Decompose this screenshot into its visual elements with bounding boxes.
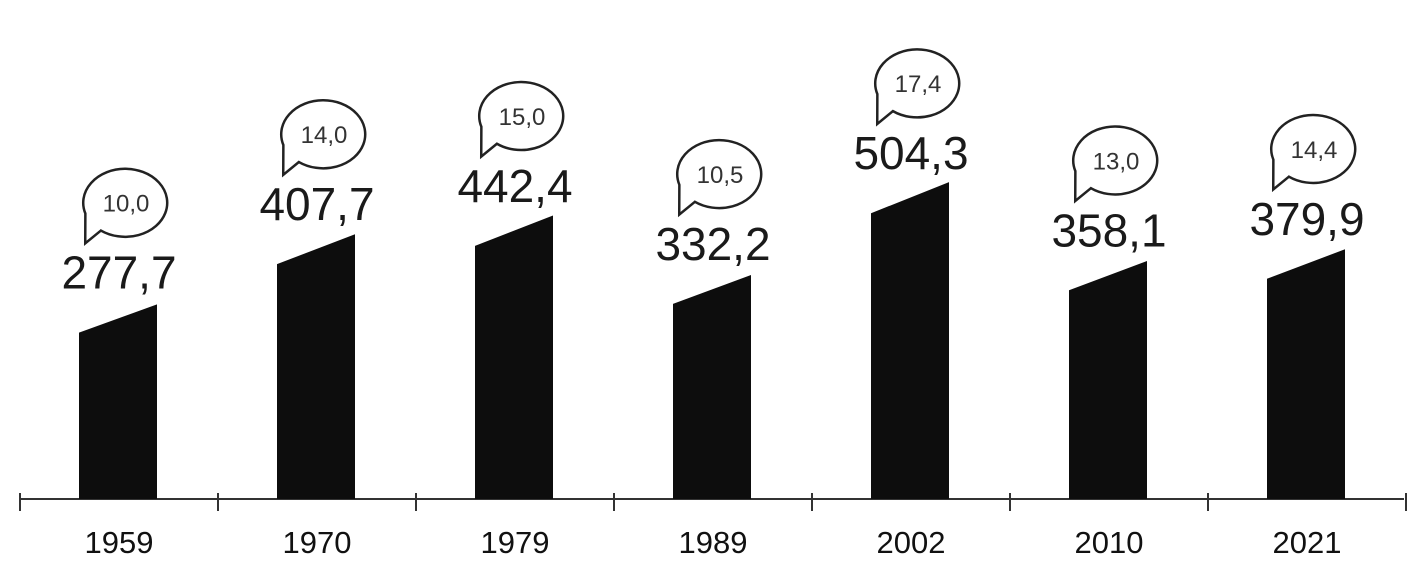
speech-bubble: 17,4 <box>874 48 961 127</box>
bar <box>1267 249 1345 499</box>
speech-bubble: 13,0 <box>1072 125 1159 204</box>
speech-bubble: 15,0 <box>478 80 565 160</box>
x-tick-label: 1989 <box>679 525 748 560</box>
speech-bubbles: 10,0 14,0 15,0 10,5 17,4 13,0 14,4 <box>82 48 1357 246</box>
speech-bubble: 10,5 <box>676 138 763 218</box>
speech-bubble-shape <box>1270 113 1357 193</box>
bubble-label: 10,5 <box>697 162 744 189</box>
speech-bubble: 10,0 <box>82 167 169 246</box>
bubble-label: 10,0 <box>103 191 150 218</box>
bubble-label: 15,0 <box>499 104 546 131</box>
speech-bubble-shape <box>280 99 367 178</box>
bars <box>79 182 1345 500</box>
data-label: 504,3 <box>853 127 968 179</box>
data-label: 277,7 <box>61 247 176 299</box>
data-label: 332,2 <box>655 218 770 270</box>
x-tick-label: 2010 <box>1075 525 1144 560</box>
data-label: 407,7 <box>259 178 374 230</box>
speech-bubble-shape <box>676 138 763 218</box>
bubble-label: 14,0 <box>301 122 348 149</box>
speech-bubble-shape <box>82 167 169 246</box>
speech-bubble-shape <box>478 80 565 160</box>
speech-bubble-shape <box>874 48 961 127</box>
x-tick-label: 1959 <box>85 525 154 560</box>
bubble-label: 13,0 <box>1093 148 1140 175</box>
data-label: 358,1 <box>1051 204 1166 256</box>
bar <box>277 234 355 499</box>
bar <box>79 304 157 499</box>
speech-bubble-shape <box>1072 125 1159 204</box>
bar <box>1069 260 1147 499</box>
bar <box>871 182 949 499</box>
x-tick-label: 1970 <box>283 525 352 560</box>
bar <box>475 215 553 500</box>
speech-bubble: 14,0 <box>280 99 367 178</box>
data-label: 379,9 <box>1249 193 1364 245</box>
bubble-label: 14,4 <box>1291 137 1338 164</box>
x-tick-label: 2021 <box>1273 525 1342 560</box>
speech-bubble: 14,4 <box>1270 113 1357 193</box>
data-labels: 277,7 407,7 442,4 332,2 504,3 358,1 379,9 <box>61 127 1364 298</box>
x-axis-ticks: 1959 1970 1979 1989 2002 2010 2021 <box>19 493 1407 560</box>
data-label: 442,4 <box>457 160 572 212</box>
x-tick-label: 2002 <box>877 525 946 560</box>
x-tick-label: 1979 <box>481 525 550 560</box>
bar <box>673 274 751 499</box>
bubble-label: 17,4 <box>895 71 942 98</box>
